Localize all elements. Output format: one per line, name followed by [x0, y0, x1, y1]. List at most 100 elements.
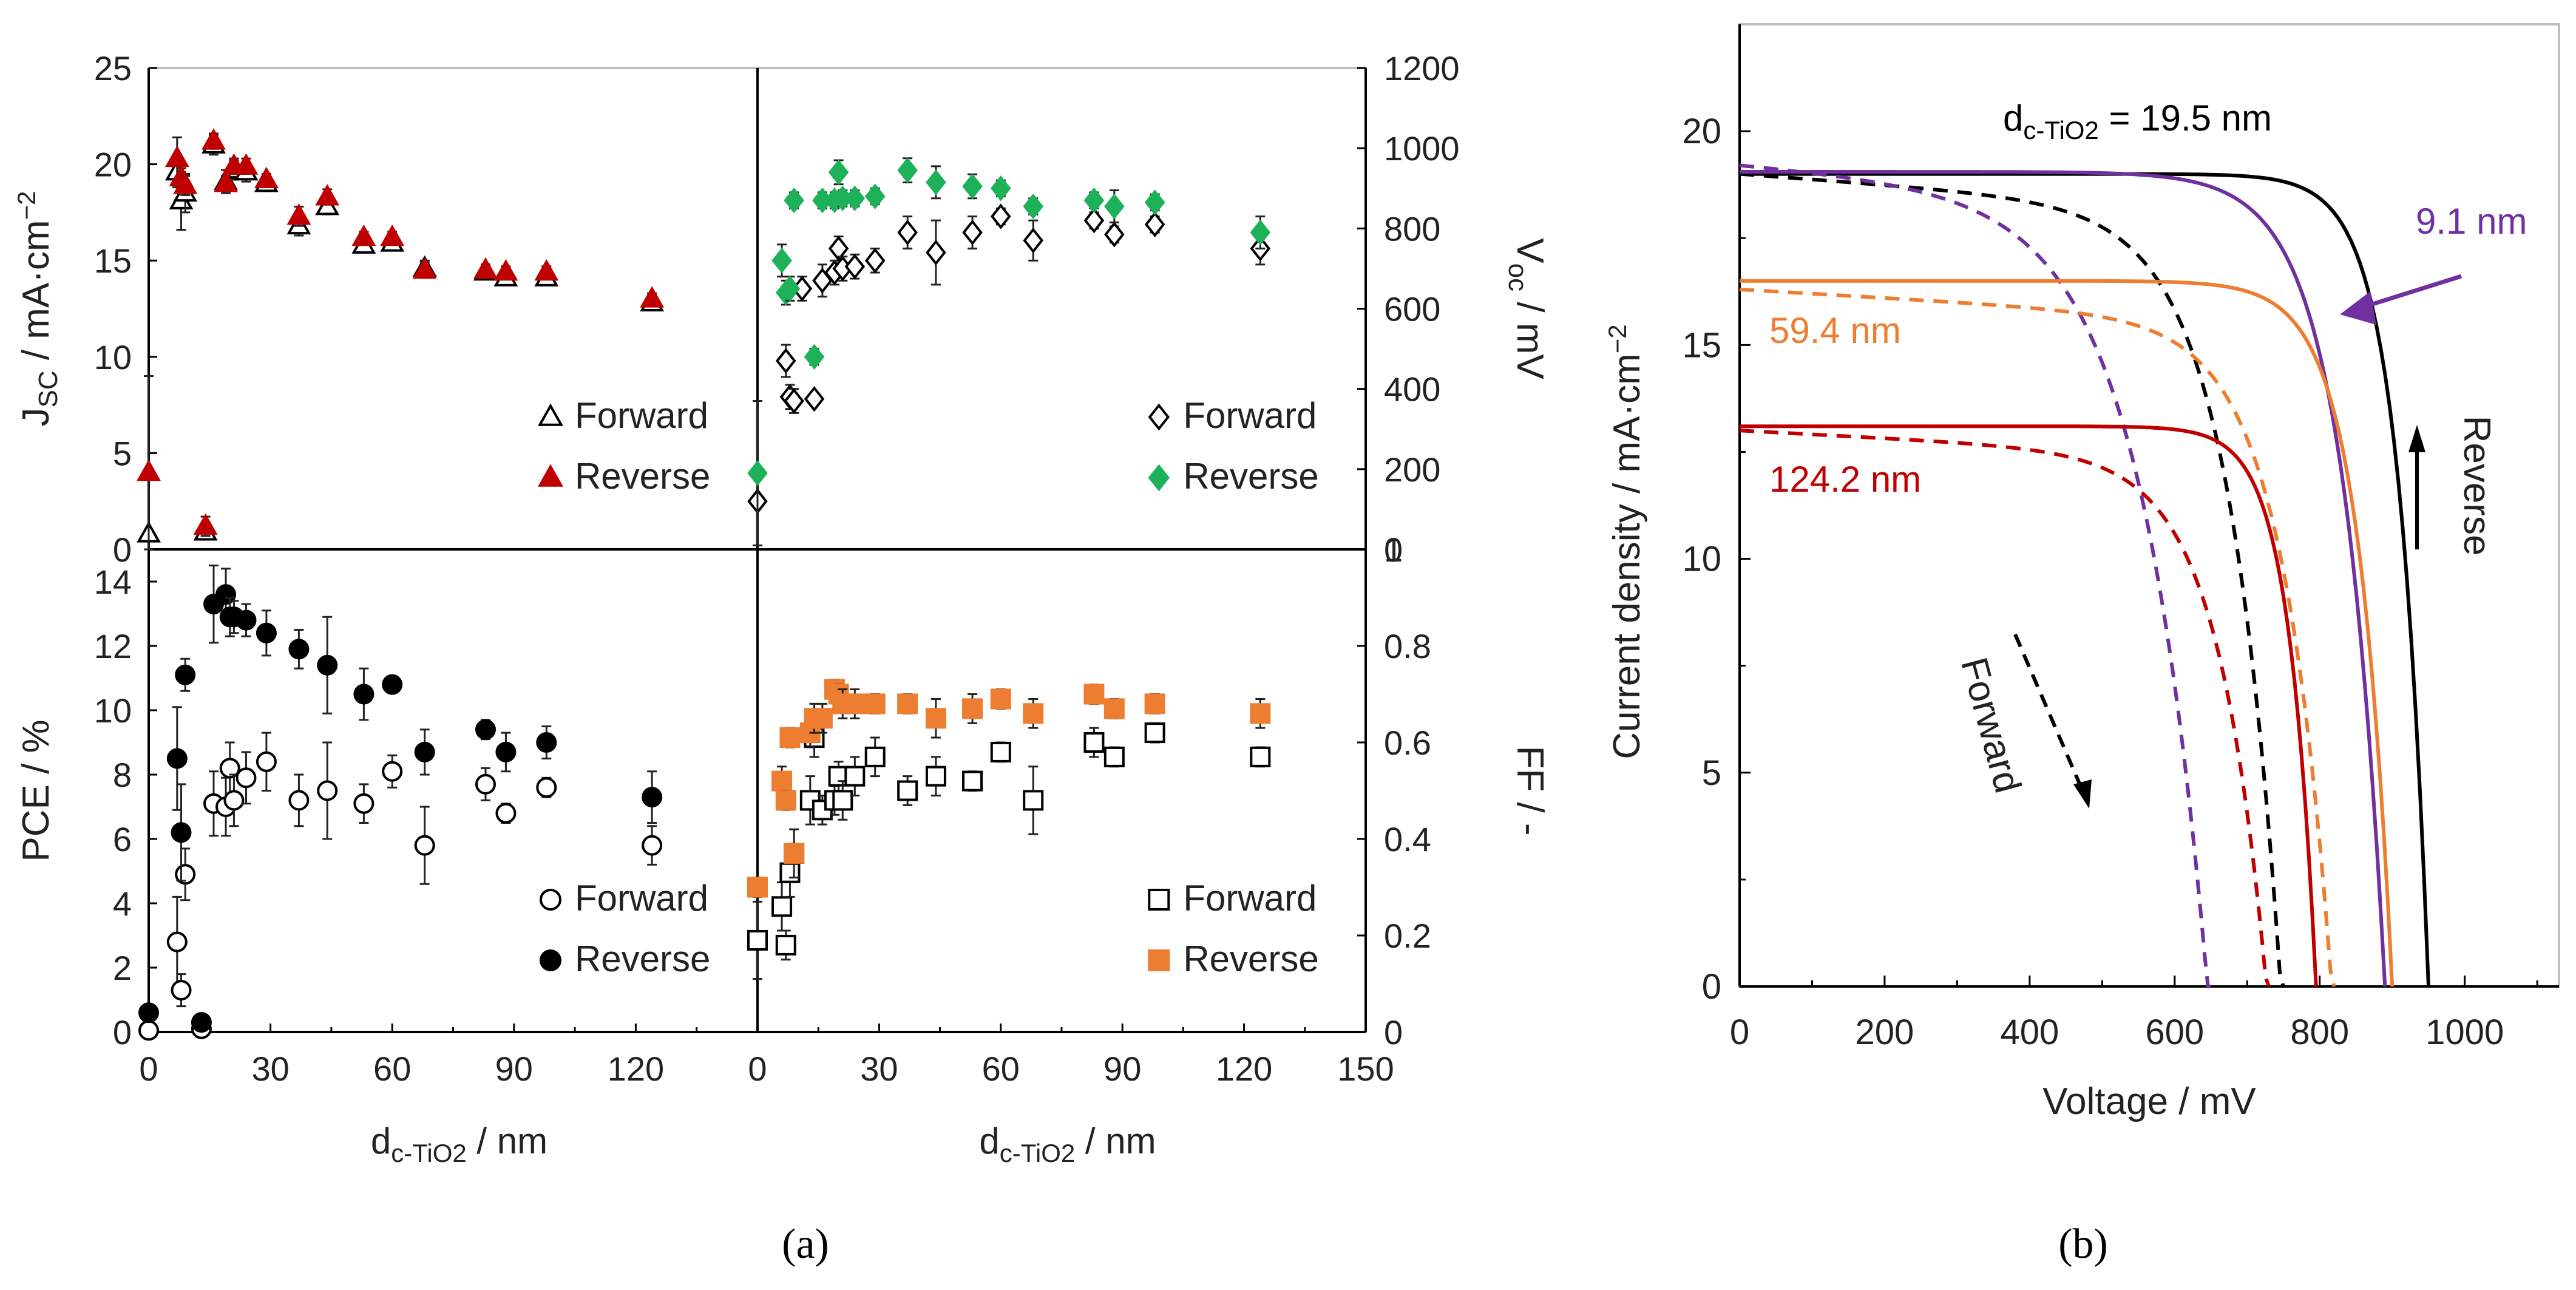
panel-a-label: (a): [782, 1221, 829, 1268]
data-point: [1104, 222, 1125, 248]
data-point: [1023, 790, 1044, 811]
y-axis-label-rest: / mV: [1509, 291, 1551, 379]
y-tick-label: 10: [94, 338, 132, 376]
data-point: [475, 773, 496, 795]
data-point: [315, 184, 340, 206]
x-axis-label: dc-TiO2 / nm: [371, 1121, 547, 1167]
forward-arrowhead: [2073, 779, 2092, 809]
data-point: [828, 159, 849, 186]
data-point: [353, 793, 375, 814]
jv-curve-59-4-nm-reverse: [1740, 279, 2395, 987]
panel-b-frame: [1738, 23, 2560, 988]
data-point: [412, 257, 437, 279]
data-point: [1144, 693, 1165, 715]
data-point: [234, 153, 259, 175]
x-tick-label: 30: [860, 1050, 898, 1088]
jv-label-59nm: 59.4 nm: [1769, 310, 1901, 351]
data-point: [775, 348, 796, 374]
x-axis-label-rest: / nm: [1075, 1121, 1156, 1161]
y-axis-label-sub: oc: [1503, 263, 1533, 291]
data-point: [925, 766, 946, 787]
jv-x-axis-label: Voltage / mV: [2042, 1081, 2256, 1122]
data-point: [779, 862, 801, 883]
y-tick-label: 4: [113, 884, 132, 923]
legend-label-forward: Forward: [1183, 878, 1317, 918]
x-tick-label: 60: [373, 1050, 411, 1088]
y-axis-label: Voc / mV: [1503, 238, 1551, 379]
y-tick-label: 20: [94, 146, 132, 184]
y-tick-label: 0: [1384, 1013, 1403, 1051]
data-point: [771, 896, 793, 917]
data-point: [784, 388, 804, 414]
legend-marker-forward: [539, 889, 561, 911]
data-point: [353, 684, 375, 705]
jv-title-rest: = 19.5 nm: [2099, 98, 2272, 138]
y-tick-label: 6: [113, 820, 132, 858]
data-point: [164, 145, 189, 168]
data-point: [784, 187, 804, 214]
data-point: [1023, 227, 1044, 254]
y-tick-label: 1000: [1384, 129, 1460, 168]
data-point: [990, 741, 1011, 762]
data-point: [804, 385, 825, 412]
legend-label-forward: Forward: [575, 395, 708, 436]
data-point: [191, 1012, 212, 1033]
y-tick-label: 200: [1384, 450, 1440, 489]
data-point: [1083, 187, 1105, 214]
legend-label-reverse: Reverse: [575, 939, 710, 979]
data-point: [812, 708, 833, 729]
jv-y-tick-label: 10: [1682, 540, 1721, 579]
data-point: [256, 751, 277, 772]
data-point: [962, 698, 983, 719]
y-tick-label: 8: [113, 756, 132, 794]
data-point: [138, 1002, 159, 1024]
y-tick-label: 0: [113, 1013, 132, 1051]
data-point: [990, 688, 1011, 710]
data-point: [779, 727, 801, 749]
data-point: [173, 172, 198, 194]
series-forward: [747, 203, 1271, 514]
y-tick-label: 400: [1384, 370, 1440, 409]
legend-label-reverse: Reverse: [1183, 456, 1318, 497]
jv-x-tick-label: 1000: [2425, 1013, 2504, 1052]
y-tick-label: 0: [1384, 531, 1403, 569]
panel-b-label: (b): [2058, 1221, 2108, 1268]
y-tick-label: 800: [1384, 209, 1440, 248]
forward-arrow-line: [2013, 633, 2084, 790]
jv-y-axis-label-main: Current density / mA·cm: [1606, 353, 1648, 759]
x-tick-label: 60: [982, 1050, 1020, 1088]
data-point: [864, 183, 886, 209]
series-reverse: [747, 679, 1271, 898]
series-reverse: [138, 565, 663, 1033]
data-point: [1103, 746, 1125, 767]
legend-marker-reverse: [537, 464, 564, 487]
data-point: [382, 674, 403, 695]
jv-x-tick-label: 200: [1856, 1013, 1914, 1052]
y-axis-label-sup: −2: [12, 191, 41, 220]
data-point: [414, 741, 435, 762]
x-tick-label: 90: [1103, 1050, 1141, 1088]
data-point: [1144, 722, 1165, 744]
data-point: [1023, 193, 1044, 220]
data-point: [747, 460, 768, 486]
data-point: [171, 822, 192, 843]
data-point: [380, 224, 405, 246]
reverse-arrowhead: [2408, 425, 2425, 452]
jv-label-9nm: 9.1 nm: [2416, 201, 2527, 242]
data-point: [138, 1020, 159, 1041]
data-point: [495, 741, 517, 762]
y-tick-label: 0: [113, 531, 132, 569]
forward-label: Forward: [1953, 653, 2029, 798]
data-point: [962, 219, 983, 246]
data-point: [236, 609, 257, 631]
subplot-voc: 0 200 400 600 800 1000 1200 Voc / mV Forward Reve…: [747, 49, 1551, 569]
x-axis-label-main: d: [979, 1121, 999, 1161]
jv-curve-9-1-nm-forward: [1739, 163, 2211, 988]
data-point: [534, 259, 559, 281]
legend-marker-forward: [537, 403, 564, 426]
data-point: [1250, 219, 1271, 246]
data-point: [171, 980, 192, 1001]
